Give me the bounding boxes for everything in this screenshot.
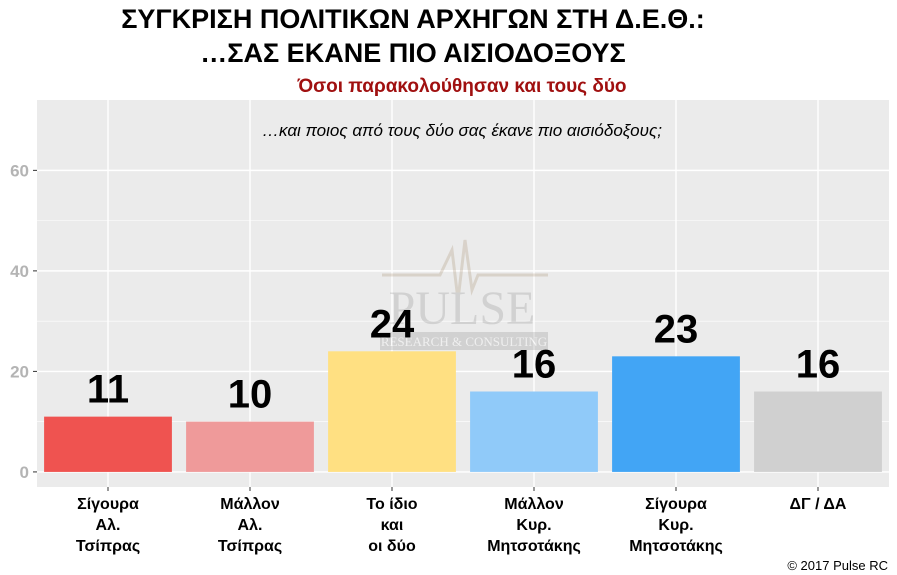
data-labels: 11 10 24 16 23 16 <box>87 302 840 416</box>
data-label: 24 <box>370 302 415 346</box>
category-label: Το ίδιο και οι δύο <box>366 496 417 555</box>
category-label: ΔΓ / ΔΑ <box>790 496 847 513</box>
chart-title-line-1: ΣΥΓΚΡΙΣΗ ΠΟΛΙΤΙΚΩΝ ΑΡΧΗΓΩΝ ΣΤΗ Δ.Ε.Θ.: <box>121 4 705 34</box>
category-label: Μάλλον Κυρ. Μητσοτάκης <box>487 496 581 555</box>
y-tick-label: 60 <box>10 161 29 180</box>
bar <box>328 351 456 472</box>
data-label: 16 <box>796 343 841 387</box>
bar <box>186 421 314 472</box>
y-tick-label: 20 <box>10 362 29 381</box>
y-axis: 0 20 40 60 <box>10 161 37 482</box>
bars <box>44 351 882 472</box>
x-axis: Σίγουρα Αλ. Τσίπρας Μάλλον Αλ. Τσίπρας Το ίδιο… <box>76 487 847 555</box>
survey-question: …και ποιος από τους δύο σας έκανε πιο αι… <box>262 121 662 140</box>
panel-background <box>37 100 889 487</box>
bar <box>44 416 172 472</box>
plot-panel <box>37 100 889 487</box>
category-label: Μάλλον Αλ. Τσίπρας <box>218 496 282 555</box>
data-label: 11 <box>87 368 129 412</box>
data-label: 10 <box>228 373 273 417</box>
category-label: Σίγουρα Αλ. Τσίπρας <box>76 496 140 555</box>
chart-subtitle: Όσοι παρακολούθησαν και τους δύο <box>296 76 626 97</box>
pulse-watermark: PULSE RESEARCH & CONSULTING <box>380 239 548 350</box>
data-label: 23 <box>654 307 699 351</box>
y-tick-label: 0 <box>20 463 29 482</box>
svg-text:RESEARCH & CONSULTING: RESEARCH & CONSULTING <box>381 334 547 349</box>
svg-text:PULSE: PULSE <box>389 282 536 335</box>
chart-title-line-2: …ΣΑΣ ΕΚΑΝΕ ΠΙΟ ΑΙΣΙΟΔΟΞΟΥΣ <box>200 38 625 68</box>
copyright: © 2017 Pulse RC <box>787 558 888 573</box>
bar <box>612 356 740 472</box>
bar <box>470 391 598 472</box>
data-label: 16 <box>512 343 557 387</box>
y-tick-label: 40 <box>10 262 29 281</box>
bar <box>754 391 882 472</box>
category-label: Σίγουρα Κυρ. Μητσοτάκης <box>629 496 723 555</box>
